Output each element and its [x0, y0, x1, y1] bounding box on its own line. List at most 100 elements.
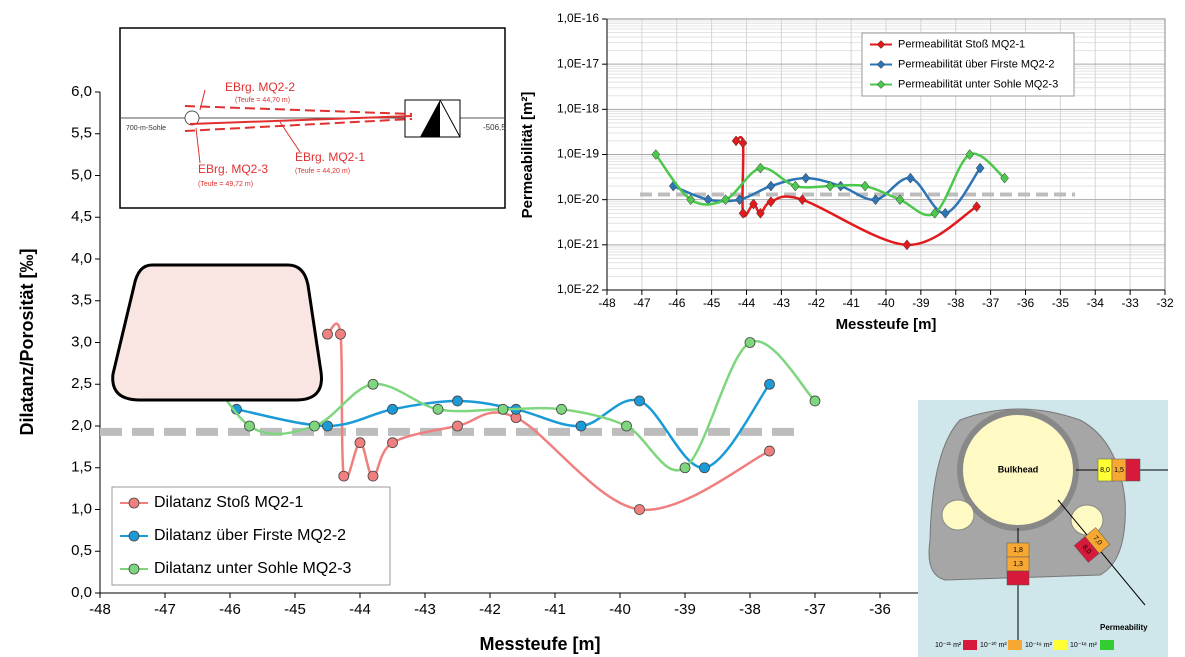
y-tick-label: 3,0 [71, 333, 92, 350]
x-axis-title: Messteufe [m] [836, 316, 937, 333]
block-diagonal [439, 99, 461, 138]
x-axis-title: Messteufe [m] [479, 634, 600, 654]
perm-box [1125, 458, 1141, 482]
legend-label: Permeabilität Stoß MQ2-1 [898, 38, 1025, 50]
x-tick-label: -41 [842, 296, 860, 310]
bulkhead-label: Bulkhead [998, 464, 1039, 474]
marker [735, 194, 744, 206]
x-tick-label: -42 [808, 296, 826, 310]
schematic: EBrg. MQ2-2 (Teufe = 44,70 m) 700-m-Sohl… [119, 27, 506, 209]
y-tick-label: 6,0 [71, 83, 92, 100]
x-tick-label: -36 [1017, 296, 1035, 310]
x-tick-label: -44 [349, 601, 371, 618]
marker [744, 337, 756, 348]
marker [244, 420, 255, 432]
leader [199, 89, 206, 111]
x-tick-label: -43 [773, 296, 791, 310]
marker [895, 194, 905, 206]
marker [738, 137, 748, 149]
marker [335, 328, 346, 340]
schematic-label: (Teufe = 49,72 m) [198, 181, 253, 188]
marker [860, 180, 870, 192]
legend-swatch [963, 640, 977, 650]
borehole-mq2-3 [184, 118, 413, 132]
marker [809, 395, 821, 407]
y-tick-label: 0,5 [71, 542, 92, 559]
y-tick-label: 0,0 [71, 584, 92, 601]
marker [367, 470, 379, 482]
perm-value: 1,8 [1013, 547, 1023, 554]
y-tick-label: 2,0 [71, 417, 92, 434]
legend-marker [128, 563, 140, 575]
perm-value: 8,0 [1081, 544, 1093, 556]
x-tick-label: -37 [804, 601, 826, 618]
marker [721, 194, 730, 206]
marker [972, 201, 981, 213]
marker [791, 180, 800, 192]
schematic-label: (Teufe = 44,20 m) [295, 168, 350, 175]
marker [749, 198, 758, 210]
y-tick-label: 3,5 [71, 292, 92, 309]
x-tick-label: -47 [633, 296, 651, 310]
legend-label: Permeabilität über Firste MQ2-2 [898, 58, 1055, 70]
perm-value: 1,3 [1013, 561, 1023, 568]
marker [965, 149, 975, 160]
x-tick-label: -39 [912, 296, 930, 310]
marker [940, 207, 950, 219]
marker [902, 239, 912, 251]
main-chart: -48 -47 -46 -45 -44 -43 -42 -41 -40 -39 -38 -37 -36 -… [17, 83, 956, 654]
marker [338, 470, 350, 482]
legend-marker [876, 80, 886, 89]
legend-marker [876, 60, 886, 69]
marker [756, 162, 765, 174]
marker [497, 403, 509, 415]
x-tick-label: -43 [414, 601, 436, 618]
marker [756, 207, 765, 219]
marker [766, 180, 776, 192]
perm-stack: 7,0 8,0 [1073, 527, 1111, 563]
perm-value: 7,0 [1091, 535, 1103, 547]
marker [764, 378, 775, 390]
y-tick-label: 1,0E-16 [557, 11, 599, 25]
legend-label: 10⁻¹⁸ m² [1070, 642, 1098, 649]
marker [309, 420, 320, 432]
series-line [189, 339, 816, 472]
marker [871, 194, 880, 206]
marker [387, 437, 398, 449]
y-tick-label: 4,0 [71, 250, 92, 267]
borehole-mq2-1 [189, 115, 413, 125]
y-tick-label: 4,5 [71, 208, 92, 225]
x-tick-label: -47 [154, 601, 176, 618]
marker [452, 395, 463, 407]
marker [575, 420, 587, 432]
marker [699, 462, 710, 474]
x-tick-label: -48 [598, 296, 616, 310]
borehole [1057, 499, 1146, 606]
tunnel-shape [111, 263, 323, 402]
bulkhead-diagram: 8,0 1,5 1,8 1,3 7,0 8,0 Bulkhead Permeab… [918, 400, 1168, 657]
marker [738, 207, 748, 219]
legend-label: 10⁻²⁰ m² [980, 641, 1007, 649]
borehole-start [184, 110, 200, 126]
y-tick-label: 1,0 [71, 500, 92, 517]
legend-box [861, 32, 1075, 97]
y-axis-title: Permeabilität [m²] [519, 92, 536, 219]
legend-swatch [1008, 640, 1022, 650]
schematic-label: EBrg. MQ2-1 [295, 150, 365, 164]
legend-marker [128, 497, 140, 509]
inset-chart: -48 -47 -46 -45 -44 -43 -42 -41 -40 -39 -38 -37 -36 -… [515, 0, 1185, 335]
marker [766, 196, 776, 208]
perm-value: 8,0 [1100, 467, 1110, 474]
marker [354, 437, 366, 449]
marker [797, 194, 807, 206]
x-tick-label: -46 [219, 601, 241, 618]
schematic-label: 700-m-Sohle [126, 125, 166, 132]
y-tick-label: 5,0 [71, 166, 92, 183]
bulkhead-fill [420, 100, 440, 137]
marker [679, 462, 691, 474]
marker [686, 194, 696, 206]
y-tick-label: 1,5 [71, 459, 92, 476]
y-tick-label: 2,5 [71, 375, 92, 392]
y-tick-label: 1,0E-19 [557, 147, 599, 161]
